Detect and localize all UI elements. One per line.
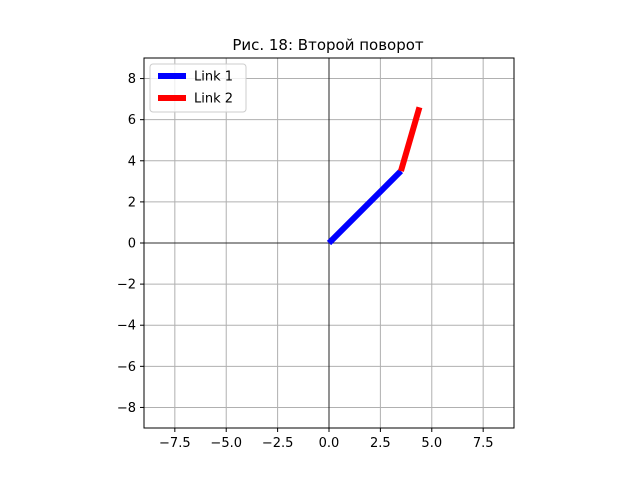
y-tick-label-5: 2 bbox=[128, 195, 136, 210]
series-line-link-1 bbox=[326, 168, 404, 246]
y-tick-label-8: 8 bbox=[128, 72, 136, 87]
x-tick-label-1: −5.0 bbox=[210, 436, 242, 451]
legend: Link 1 Link 2 bbox=[149, 63, 247, 113]
x-tick-label-2: −2.5 bbox=[262, 436, 294, 451]
y-tick-label-0: −8 bbox=[117, 401, 136, 416]
series-lines bbox=[326, 106, 423, 246]
y-axis-ticks: −8 −6 −4 −2 0 2 4 6 8 bbox=[117, 72, 144, 416]
y-tick-label-6: 4 bbox=[128, 154, 136, 169]
x-tick-label-3: 0.0 bbox=[319, 436, 340, 451]
y-tick-label-1: −6 bbox=[117, 360, 136, 375]
y-tick-label-3: −2 bbox=[117, 278, 136, 293]
y-tick-label-7: 6 bbox=[128, 113, 136, 128]
x-tick-label-5: 5.0 bbox=[421, 436, 442, 451]
x-tick-label-4: 2.5 bbox=[370, 436, 391, 451]
series-line-link-2 bbox=[398, 106, 423, 172]
x-axis-ticks: −7.5 −5.0 −2.5 0.0 2.5 5.0 7.5 bbox=[159, 428, 494, 451]
x-tick-label-0: −7.5 bbox=[159, 436, 191, 451]
x-tick-label-6: 7.5 bbox=[473, 436, 494, 451]
y-tick-label-2: −4 bbox=[117, 319, 136, 334]
legend-label-link-2: Link 2 bbox=[194, 92, 233, 107]
legend-label-link-1: Link 1 bbox=[194, 70, 233, 85]
chart-title: Рис. 18: Второй поворот bbox=[232, 36, 424, 54]
y-tick-label-4: 0 bbox=[128, 237, 136, 252]
